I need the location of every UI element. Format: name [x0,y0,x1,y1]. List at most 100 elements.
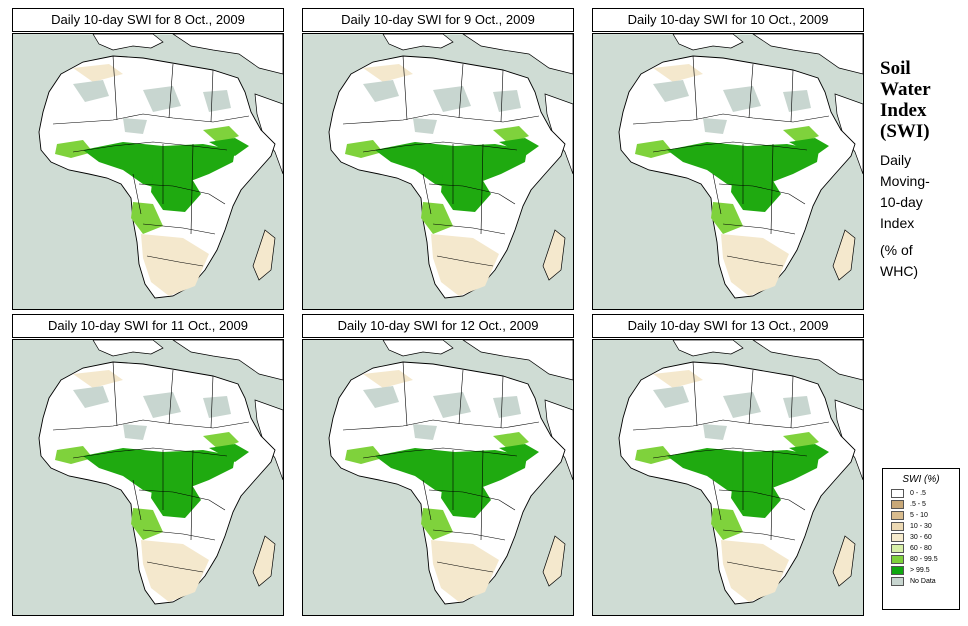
legend-label: > 99.5 [910,567,930,574]
country-border [652,141,808,153]
legend-item: 60 - 80 [891,543,959,554]
no-data-region [203,396,231,418]
moist-region [711,202,743,234]
legend-label: 30 - 60 [910,534,932,541]
legend-swatch [891,511,904,520]
africa-map [303,340,573,615]
moist-region [711,508,743,540]
moist-region [345,446,383,464]
africa-map [593,34,863,309]
panel-title: Daily 10-day SWI for 9 Oct., 2009 [302,8,574,32]
country-border [342,113,540,125]
no-data-region [203,90,231,112]
country-border [112,55,214,123]
legend-item: > 99.5 [891,565,959,576]
legend-label: 0 - .5 [910,490,926,497]
country-border [632,113,830,125]
no-data-region [653,80,689,102]
no-data-region [783,90,811,112]
dry-region [431,540,499,602]
legend-item: 5 - 10 [891,510,959,521]
map-panel-1: Daily 10-day SWI for 8 Oct., 2009 [12,8,284,313]
no-data-region [413,118,437,134]
country-border [138,489,226,511]
legend-swatch [891,533,904,542]
dry-region [431,234,499,296]
madagascar [542,229,566,281]
map-area [592,33,864,310]
legend: SWI (%) 0 - .5 .5 - 5 5 - 10 10 - 30 30 - 60… [882,468,960,610]
dry-region [363,370,413,388]
wet-region [151,174,201,212]
europe-landmass [92,34,283,75]
description-line: 10-day [880,194,923,210]
wet-region [83,142,235,190]
description-line: Index [880,215,915,231]
map-area [302,33,574,310]
country-border [112,361,214,429]
dry-region [653,64,703,82]
index-title-line: Water [880,79,931,100]
no-data-region [433,86,471,112]
unit-line: (% of [880,242,913,258]
index-title: Soil Water Index (SWI) [880,58,960,142]
country-border [428,489,516,511]
country-border [652,447,808,459]
madagascar [252,229,276,281]
no-data-region [493,396,521,418]
index-description: Daily Moving- 10-day Index [880,150,960,234]
legend-label: 5 - 10 [910,512,928,519]
legend-title: SWI (%) [902,474,940,485]
country-border [402,55,504,123]
wet-region [375,448,527,496]
moist-region [421,202,453,234]
no-data-region [73,386,109,408]
wet-region [441,174,491,212]
country-border [146,255,204,267]
wet-region [209,444,249,462]
no-data-region [73,80,109,102]
country-border [362,141,518,153]
legend-label: .5 - 5 [910,501,926,508]
country-border [692,361,794,429]
legend-swatch [891,555,904,564]
country-border [422,449,484,541]
no-data-region [143,392,181,418]
map-area [592,339,864,616]
moist-region [635,446,673,464]
legend-item: .5 - 5 [891,499,959,510]
unit-line: WHC) [880,263,919,279]
no-data-region [723,86,761,112]
legend-swatch [891,500,904,509]
arabia-landmass [254,93,283,175]
moist-region [421,508,453,540]
dry-region [363,64,413,82]
europe-landmass [92,340,283,381]
dry-region [73,64,123,82]
legend-item: No Data [891,576,959,587]
map-area [302,339,574,616]
legend-item: 30 - 60 [891,532,959,543]
dry-region [721,234,789,296]
country-border [52,419,250,431]
country-border [718,183,806,205]
dry-region [141,234,209,296]
panel-title: Daily 10-day SWI for 10 Oct., 2009 [592,8,864,32]
country-border [632,419,830,431]
wet-region [731,480,781,518]
wet-region [209,138,249,156]
legend-swatch [891,544,904,553]
country-border [712,449,774,541]
country-border [726,255,784,267]
moist-region [131,508,163,540]
index-title-line: Soil [880,58,911,79]
index-title-line: (SWI) [880,121,930,142]
arabia-landmass [254,399,283,481]
panel-title: Daily 10-day SWI for 12 Oct., 2009 [302,314,574,338]
description-line: Moving- [880,173,930,189]
arabia-landmass [544,399,573,481]
dry-region [73,370,123,388]
country-border [72,447,228,459]
index-title-line: Index [880,100,927,121]
description-line: Daily [880,152,912,168]
